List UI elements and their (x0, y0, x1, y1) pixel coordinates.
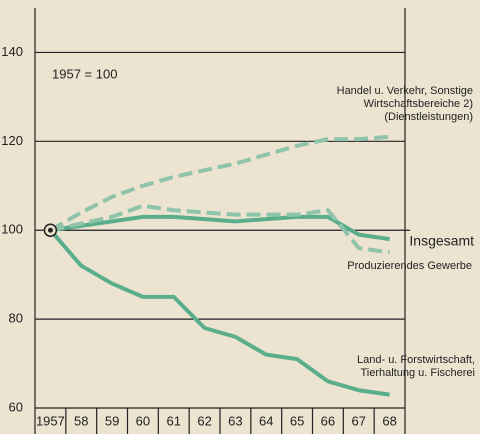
y-tick-label: 120 (1, 133, 23, 148)
series-label: Produzierendes Gewerbe (347, 260, 472, 272)
x-tick-label: 1957 (36, 413, 65, 428)
series-line (49, 134, 390, 232)
x-tick-label: 68 (382, 413, 396, 428)
x-tick-label: 66 (321, 413, 335, 428)
series-label: Tierhaltung u. Fischerei (360, 367, 475, 379)
series-line (48, 228, 390, 397)
series-label: Insgesamt (409, 233, 474, 249)
x-tick-label: 59 (105, 413, 119, 428)
annotation: 1957 = 100 (52, 66, 117, 81)
x-tick-label: 58 (74, 413, 88, 428)
series-label: Land- u. Forstwirtschaft, (357, 354, 475, 366)
series-label: Wirtschaftsbereiche 2) (364, 98, 473, 110)
x-tick-label: 64 (259, 413, 273, 428)
series-label: (Dienstleistungen) (384, 111, 473, 123)
x-tick-label: 62 (197, 413, 211, 428)
x-tick-label: 67 (352, 413, 366, 428)
y-tick-label: 80 (9, 311, 23, 326)
y-tick-label: 100 (1, 222, 23, 237)
x-tick-label: 63 (228, 413, 242, 428)
x-tick-label: 60 (136, 413, 150, 428)
series-line (49, 203, 390, 255)
x-tick-label: 61 (167, 413, 181, 428)
series-line (50, 214, 390, 242)
x-tick-label: 65 (290, 413, 304, 428)
y-tick-label: 140 (1, 44, 23, 59)
series-label: Handel u. Verkehr, Sonstige (337, 85, 473, 97)
start-marker-dot (47, 227, 53, 233)
y-tick-label: 60 (9, 399, 23, 414)
